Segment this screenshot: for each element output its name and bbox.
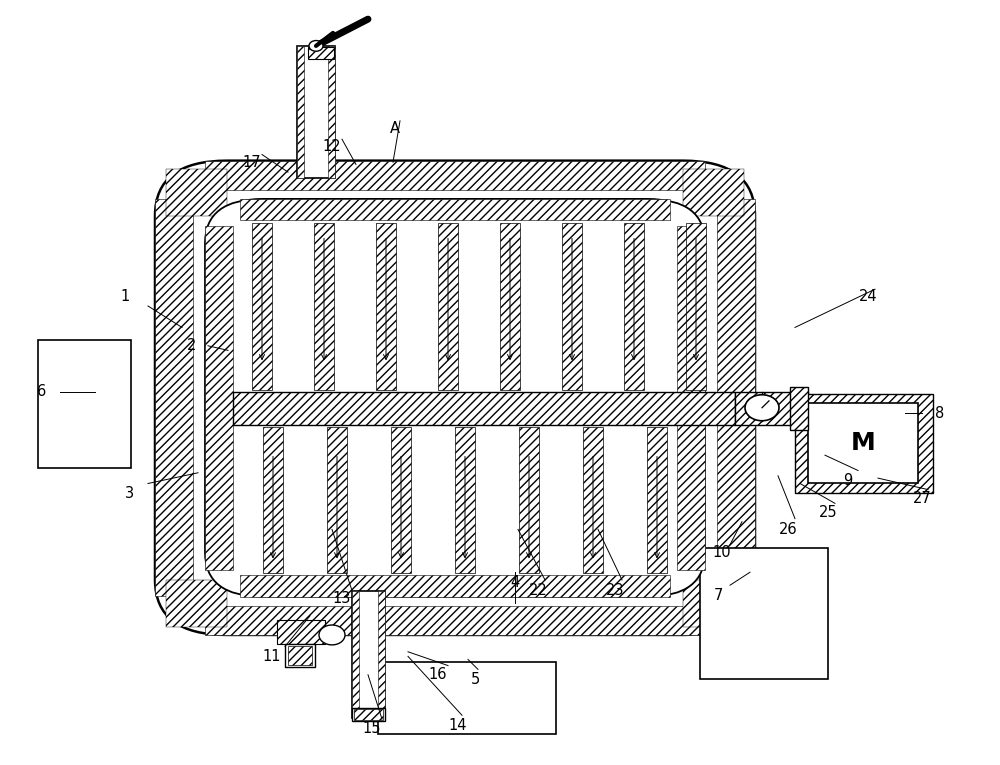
Bar — [519, 427, 539, 573]
Bar — [352, 591, 359, 718]
Bar — [314, 223, 334, 390]
Text: 7: 7 — [713, 588, 723, 603]
Bar — [438, 223, 458, 390]
Bar — [735, 392, 808, 425]
Bar — [378, 662, 556, 734]
Bar — [583, 427, 603, 573]
Text: 10: 10 — [713, 545, 731, 560]
Bar — [166, 580, 227, 627]
Bar — [252, 223, 272, 390]
Bar — [500, 223, 520, 390]
Text: 3: 3 — [125, 486, 135, 501]
Text: 2: 2 — [187, 338, 197, 353]
Bar — [352, 591, 385, 718]
Bar — [700, 548, 828, 679]
Text: 14: 14 — [449, 718, 467, 733]
Text: 6: 6 — [37, 384, 47, 399]
Text: 15: 15 — [363, 721, 381, 736]
Text: A: A — [390, 121, 400, 136]
Bar — [391, 427, 411, 573]
Bar — [308, 47, 334, 59]
Bar — [717, 199, 755, 597]
Bar — [205, 161, 705, 190]
Bar — [327, 427, 347, 573]
Text: 17: 17 — [243, 155, 261, 170]
Text: 13: 13 — [333, 591, 351, 606]
Text: 8: 8 — [935, 405, 945, 421]
Bar — [155, 199, 193, 597]
Bar — [328, 46, 335, 178]
Bar — [790, 387, 808, 430]
Bar — [38, 340, 131, 468]
Bar — [683, 169, 744, 216]
Text: 25: 25 — [819, 505, 837, 520]
Bar — [808, 403, 918, 483]
Bar — [354, 709, 383, 720]
FancyBboxPatch shape — [155, 161, 755, 635]
Bar — [263, 427, 283, 573]
Bar — [240, 199, 670, 220]
Circle shape — [309, 41, 323, 51]
Bar — [205, 606, 705, 635]
Bar — [455, 427, 475, 573]
Bar — [233, 392, 735, 425]
Bar — [277, 620, 325, 644]
Bar — [297, 46, 304, 178]
Bar — [677, 226, 705, 570]
Text: 9: 9 — [843, 473, 853, 488]
Bar — [376, 223, 396, 390]
Text: 12: 12 — [323, 139, 341, 155]
Bar — [240, 575, 670, 597]
Bar — [205, 226, 233, 570]
Bar — [647, 427, 667, 573]
Bar — [378, 591, 385, 718]
Bar — [683, 580, 744, 627]
Bar — [686, 223, 706, 390]
Text: 11: 11 — [263, 649, 281, 664]
Circle shape — [319, 625, 345, 645]
Bar — [297, 46, 335, 178]
Text: 5: 5 — [470, 672, 480, 687]
Text: 22: 22 — [529, 583, 547, 598]
Text: 16: 16 — [429, 667, 447, 682]
Bar — [795, 394, 933, 493]
Text: 26: 26 — [779, 522, 797, 537]
Bar — [166, 169, 227, 216]
Bar — [352, 708, 385, 721]
Text: 27: 27 — [913, 491, 931, 506]
Bar — [285, 644, 315, 667]
Text: 24: 24 — [859, 289, 877, 304]
Text: M: M — [851, 431, 875, 455]
Text: 23: 23 — [606, 583, 624, 598]
Bar — [624, 223, 644, 390]
Circle shape — [745, 395, 779, 421]
Text: 4: 4 — [510, 575, 520, 591]
Bar — [288, 646, 312, 665]
Text: 1: 1 — [120, 289, 130, 304]
Bar — [562, 223, 582, 390]
FancyBboxPatch shape — [205, 199, 705, 597]
